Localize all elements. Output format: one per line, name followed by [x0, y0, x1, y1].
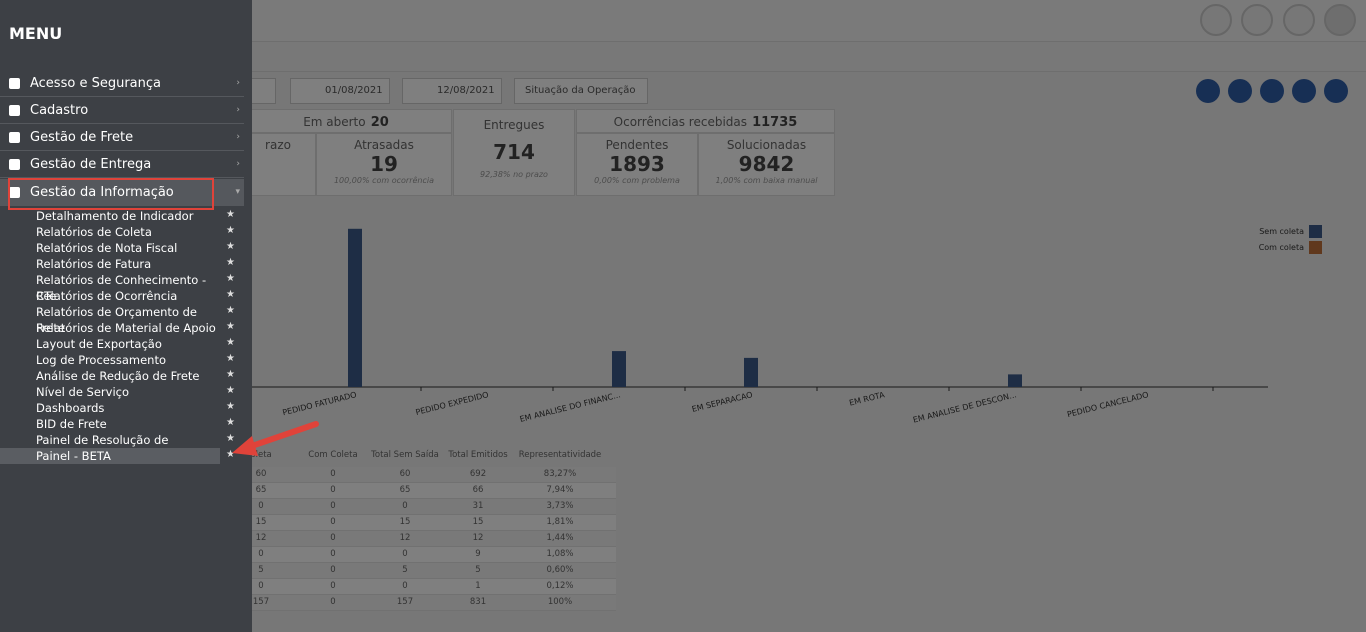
favorite-star[interactable]: ★ — [226, 337, 235, 348]
menu-item[interactable]: Gestão da Informação ▾ — [0, 179, 244, 206]
submenu-item[interactable]: Dashboards — [36, 401, 105, 415]
label: Gestão da Informação — [30, 185, 174, 200]
icon — [9, 105, 20, 116]
submenu-item[interactable]: Layout de Exportação — [36, 337, 162, 351]
icon — [9, 78, 20, 89]
label: Acesso e Segurança — [30, 76, 161, 91]
favorite-star[interactable]: ★ — [226, 369, 235, 380]
submenu-item[interactable]: Painel - BETA — [0, 448, 220, 464]
menu-title: MENU — [9, 24, 63, 43]
favorite-star[interactable]: ★ — [226, 449, 235, 460]
icon — [9, 187, 20, 198]
submenu-item[interactable]: Log de Processamento — [36, 353, 167, 367]
favorite-star[interactable]: ★ — [226, 257, 235, 268]
favorite-star[interactable]: ★ — [226, 401, 235, 412]
submenu-item[interactable]: Detalhamento de Indicador — [36, 209, 194, 223]
arrow — [243, 421, 319, 451]
favorite-star[interactable]: ★ — [226, 241, 235, 252]
menu-item[interactable]: Gestão de Entrega › — [0, 151, 244, 178]
submenu-item[interactable]: Relatórios de Orçamento de Frete — [36, 305, 198, 335]
favorite-star[interactable]: ★ — [226, 225, 235, 236]
side-menu: MENU Acesso e Segurança › Cadastro › Gestão … — [0, 0, 252, 632]
favorite-star[interactable]: ★ — [226, 209, 235, 220]
submenu-item[interactable]: Nível de Serviço — [36, 385, 130, 399]
submenu-item[interactable]: Relatórios de Conhecimento - CTe — [36, 273, 207, 303]
favorite-star[interactable]: ★ — [226, 305, 235, 316]
submenu-item[interactable]: Análise de Redução de Frete — [36, 369, 200, 383]
submenu-item[interactable]: Relatórios de Ocorrência — [36, 289, 178, 303]
favorite-star[interactable]: ★ — [226, 385, 235, 396]
favorite-star[interactable]: ★ — [226, 433, 235, 444]
submenu-item[interactable]: Relatórios de Coleta — [36, 225, 152, 239]
menu-item[interactable]: Cadastro › — [0, 97, 244, 124]
chevron: ▾ — [235, 187, 240, 197]
icon — [9, 132, 20, 143]
highlight-box — [8, 178, 214, 210]
label: Cadastro — [30, 103, 89, 118]
chevron: › — [236, 78, 240, 88]
submenu-item[interactable]: Relatórios de Material de Apoio — [36, 321, 216, 335]
favorite-star[interactable]: ★ — [226, 321, 235, 332]
arrow-head — [232, 436, 258, 456]
arrow-layer — [232, 421, 319, 456]
menu-item[interactable]: Acesso e Segurança › — [0, 70, 244, 97]
label: Gestão de Frete — [30, 130, 134, 145]
chevron: › — [236, 159, 240, 169]
submenu-item[interactable]: Relatórios de Fatura — [36, 257, 152, 271]
label: Gestão de Entrega — [30, 157, 152, 172]
favorite-star[interactable]: ★ — [226, 273, 235, 284]
submenu-item[interactable]: Relatórios de Nota Fiscal — [36, 241, 178, 255]
chevron: › — [236, 105, 240, 115]
icon — [9, 159, 20, 170]
overlay — [252, 0, 1366, 632]
favorite-star[interactable]: ★ — [226, 353, 235, 364]
submenu-item[interactable]: BID de Frete — [36, 417, 107, 431]
favorite-star[interactable]: ★ — [226, 289, 235, 300]
menu-item[interactable]: Gestão de Frete › — [0, 124, 244, 151]
chevron: › — [236, 132, 240, 142]
favorite-star[interactable]: ★ — [226, 417, 235, 428]
